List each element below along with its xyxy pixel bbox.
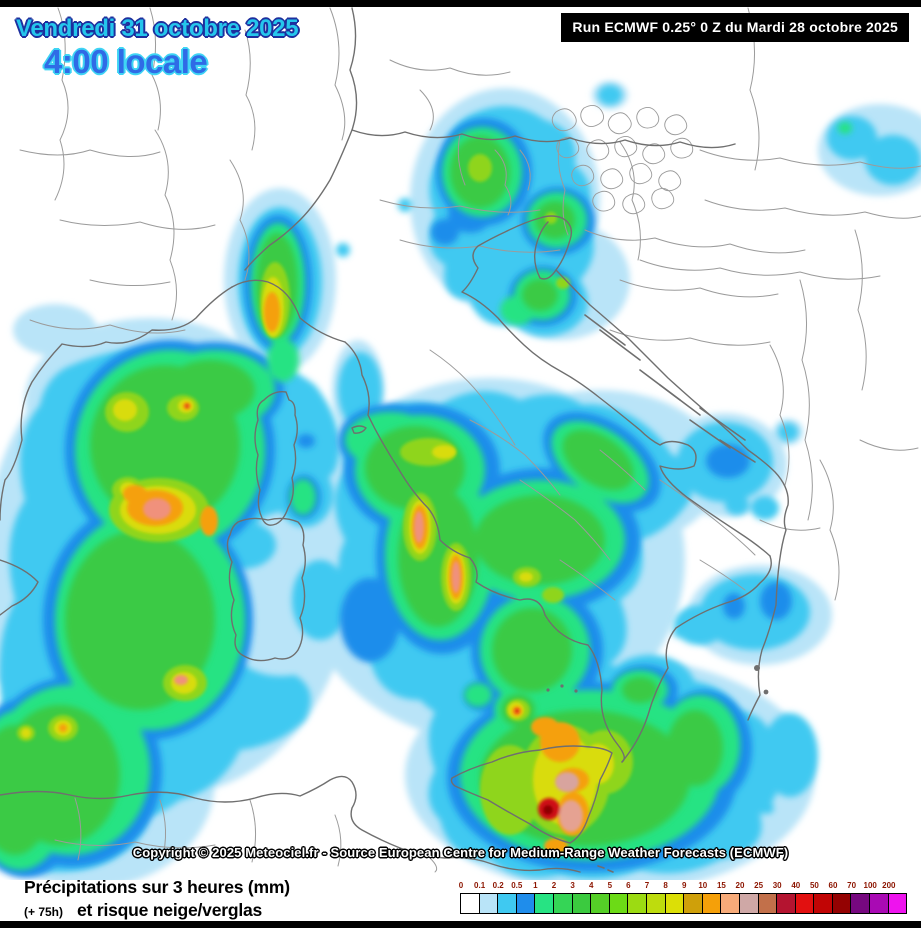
legend-tick-label: 9 (681, 881, 687, 890)
legend-tick-label: 0.5 (511, 881, 523, 890)
legend-tick-label: 0 (458, 881, 464, 890)
legend-lead-time: (+ 75h) (24, 905, 64, 919)
legend-tick-label: 70 (847, 881, 857, 890)
legend-cell (664, 893, 685, 914)
top-black-bar (0, 0, 921, 7)
island-slivers (584, 314, 756, 873)
legend-tick-label: 200 (882, 881, 896, 890)
legend-tick-label: 25 (754, 881, 764, 890)
legend-tick-label: 5 (607, 881, 613, 890)
legend-tick-label: 60 (828, 881, 838, 890)
legend-title-line1: Précipitations sur 3 heures (mm) (24, 877, 290, 897)
small-island-dots (546, 665, 769, 695)
legend-cell (720, 893, 740, 914)
legend-tick-label: 40 (791, 881, 801, 890)
precipitation-legend: 0 0.1 0.2 0.5 1 2 3 4 5 6 7 8 9 10 15 20 25 30 40 50 60 70 100… (458, 881, 913, 914)
legend-cell (478, 893, 499, 914)
legend-cell (831, 893, 852, 914)
legend-cell (590, 893, 610, 914)
legend-tick-label: 0.2 (492, 881, 504, 890)
legend-title-line2: et risque neige/verglas (77, 900, 263, 920)
legend-cell (460, 893, 480, 914)
bottom-black-bar (0, 921, 921, 928)
legend-tick-label: 6 (626, 881, 631, 890)
legend-cell (571, 893, 592, 914)
legend-cell (608, 893, 629, 914)
legend-tick-label: 50 (809, 881, 819, 890)
legend-tick-label: 7 (644, 881, 650, 890)
legend-cell (887, 893, 908, 914)
legend-cell (738, 893, 759, 914)
legend-tick-label: 15 (716, 881, 726, 890)
legend-cell (757, 893, 778, 914)
valid-date-label: Vendredi 31 octobre 2025 (16, 15, 299, 42)
legend-colorbar (460, 893, 913, 914)
legend-title-block: Précipitations sur 3 heures (mm) (+ 75h)… (24, 877, 290, 921)
coastlines (0, 7, 789, 873)
legend-tick-label: 4 (588, 881, 594, 890)
legend-tick-label: 20 (735, 881, 745, 890)
legend-tick-label: 10 (698, 881, 708, 890)
valid-time-block: Vendredi 31 octobre 2025 4:00 locale (16, 15, 299, 81)
dense-border-cluster (551, 105, 694, 215)
legend-cell (627, 893, 647, 914)
legend-cell (701, 893, 722, 914)
legend-cell (645, 893, 666, 914)
legend-tick-label: 0.1 (474, 881, 486, 890)
legend-cell (534, 893, 554, 914)
precip-layer-cores (143, 404, 583, 832)
legend-cell (497, 893, 517, 914)
legend-cell (776, 893, 796, 914)
legend-labels: 0 0.1 0.2 0.5 1 2 3 4 5 6 7 8 9 10 15 20 25 30 40 50 60 70 100… (458, 881, 913, 892)
valid-hour-label: 4:00 locale (44, 43, 208, 81)
legend-cell (552, 893, 573, 914)
legend-cell (869, 893, 889, 914)
legend-tick-label: 100 (863, 881, 877, 890)
legend-cell (515, 893, 536, 914)
legend-tick-label: 30 (772, 881, 782, 890)
copyright-label: Copyright © 2025 Meteociel.fr - Source E… (132, 845, 789, 860)
legend-tick-label: 2 (551, 881, 557, 890)
legend-cell (813, 893, 833, 914)
legend-tick-label: 1 (533, 881, 538, 890)
legend-tick-label: 8 (663, 881, 668, 890)
legend-tick-label: 3 (570, 881, 575, 890)
legend-cell (683, 893, 703, 914)
legend-cell (850, 893, 871, 914)
legend-cell (794, 893, 815, 914)
model-run-label: Run ECMWF 0.25° 0 Z du Mardi 28 octobre … (561, 13, 909, 42)
